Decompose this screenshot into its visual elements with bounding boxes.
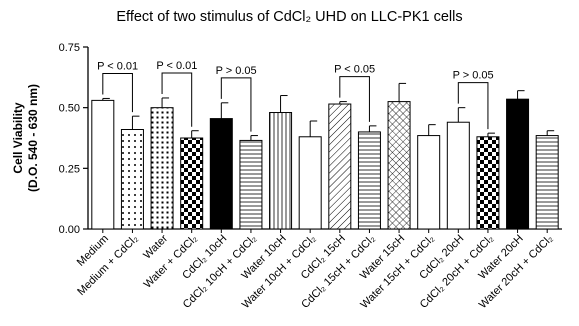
bar xyxy=(150,107,174,230)
bar xyxy=(328,103,352,230)
bar xyxy=(298,136,322,230)
y-axis-title: Cell Viability(D.O. 540 - 630 nm) xyxy=(11,84,40,192)
significance-label: P < 0.01 xyxy=(156,60,197,72)
y-tick-label: 0.00 xyxy=(59,224,80,236)
significance-bracket xyxy=(102,72,133,113)
bar xyxy=(476,136,500,230)
bars xyxy=(91,82,559,230)
bar xyxy=(209,118,233,230)
bar xyxy=(387,101,411,230)
significance-label: P < 0.05 xyxy=(334,64,375,76)
significance-bracket xyxy=(161,72,193,127)
bar xyxy=(357,131,381,230)
y-tick-label: 0.25 xyxy=(59,163,80,175)
bar xyxy=(239,139,263,230)
significance-label: P > 0.05 xyxy=(216,65,257,77)
bar xyxy=(506,98,530,230)
bar xyxy=(120,129,144,230)
bar xyxy=(417,135,441,230)
chart-title: Effect of two stimulus of CdCl₂ UHD on L… xyxy=(116,9,463,25)
axes: 0.00 0.25 0.50 0.75 xyxy=(59,42,562,236)
significance-label: P < 0.01 xyxy=(97,60,138,72)
y-tick-label: 0.50 xyxy=(59,103,80,115)
bar xyxy=(535,135,559,230)
bar xyxy=(91,99,115,230)
significance-bracket xyxy=(220,77,252,132)
bar xyxy=(269,112,293,230)
significance-brackets: P < 0.01 P < 0.01 P > 0.05 P < 0.05 P > 0.05 xyxy=(97,60,494,132)
significance-bracket xyxy=(457,82,489,130)
bar xyxy=(446,121,470,230)
bar xyxy=(180,137,204,230)
significance-label: P > 0.05 xyxy=(453,70,494,82)
significance-bracket xyxy=(339,76,370,122)
y-tick-label: 0.75 xyxy=(59,42,80,54)
